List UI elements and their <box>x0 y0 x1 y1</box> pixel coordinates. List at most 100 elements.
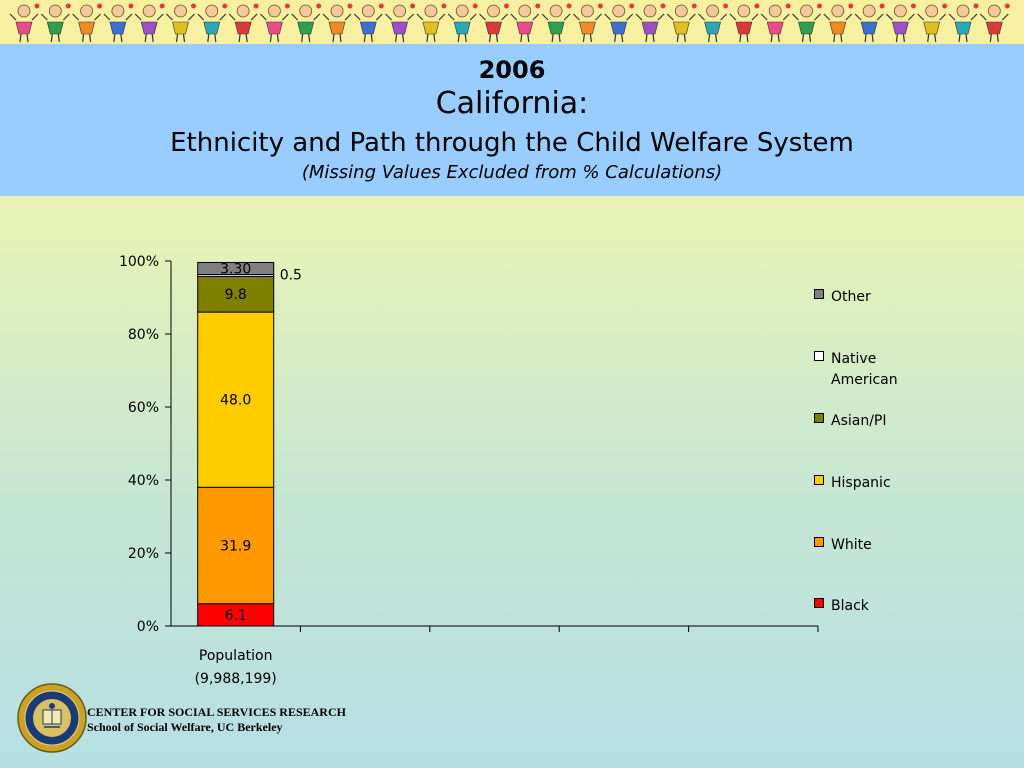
child-figure <box>479 3 509 43</box>
heart-icon <box>410 3 416 9</box>
footer-org: CENTER FOR SOCIAL SERVICES RESEARCH <box>87 705 346 719</box>
data-label: 48.0 <box>220 393 251 409</box>
heart-icon <box>65 3 71 9</box>
data-label: 3.30 <box>220 261 251 277</box>
x-category-label: (9,988,199) <box>195 671 277 687</box>
heart-icon <box>191 3 196 9</box>
child-figure <box>854 3 885 43</box>
heart-icon <box>597 3 603 9</box>
heart-icon <box>754 3 760 9</box>
child-figure <box>228 3 259 43</box>
child-figure <box>322 3 353 43</box>
child-figure <box>792 3 822 43</box>
bar-segment <box>197 486 275 605</box>
heart-icon <box>441 3 447 9</box>
y-tick-label: 20% <box>128 546 159 562</box>
data-label: 31.9 <box>220 539 251 555</box>
heart-icon <box>34 3 40 9</box>
heart-icon <box>535 3 541 9</box>
heart-icon <box>910 3 916 9</box>
heart-icon <box>128 3 134 9</box>
child-figure <box>416 3 447 43</box>
heart-icon <box>942 3 948 9</box>
child-figure <box>541 3 572 43</box>
child-figure <box>103 3 134 43</box>
y-tick-label: 0% <box>137 619 159 635</box>
child-figure <box>134 3 165 43</box>
bar-segment <box>197 275 275 313</box>
child-figure <box>917 3 948 43</box>
heart-icon <box>1004 3 1010 9</box>
y-tick-label: 80% <box>128 327 159 343</box>
child-figure <box>291 3 322 43</box>
legend-label: White <box>831 537 872 553</box>
heart-icon <box>629 3 635 9</box>
child-figure <box>353 3 384 43</box>
child-figure <box>604 3 635 43</box>
y-tick-label: 100% <box>119 254 159 270</box>
heart-icon <box>378 3 384 9</box>
footer-credits: CENTER FOR SOCIAL SERVICES RESEARCH Scho… <box>87 705 346 735</box>
uc-seal-logo <box>16 682 88 758</box>
child-figure <box>166 3 196 43</box>
legend-label: Hispanic <box>831 475 891 491</box>
heart-icon <box>284 3 290 9</box>
child-figure <box>666 3 697 43</box>
title-year: 2006 <box>478 56 546 84</box>
child-figure <box>40 3 71 43</box>
child-figure <box>385 3 416 43</box>
child-figure <box>447 3 478 43</box>
child-figure <box>510 3 541 43</box>
legend-label: Asian/PI <box>831 413 887 429</box>
chart-title: Ethnicity and Path through the Child Wel… <box>170 128 854 158</box>
heart-icon <box>817 3 822 9</box>
children-illustration <box>9 3 1010 43</box>
child-figure <box>197 3 228 43</box>
legend-swatch <box>814 475 824 485</box>
child-figure <box>979 3 1010 43</box>
heart-icon <box>253 3 259 9</box>
heart-icon <box>723 3 729 9</box>
child-figure <box>9 3 40 43</box>
legend-label: Native American <box>831 351 898 388</box>
child-figure <box>572 3 603 43</box>
child-figure <box>885 3 916 43</box>
child-figure <box>823 3 854 43</box>
data-label: 6.1 <box>225 608 247 624</box>
heart-icon <box>222 3 228 9</box>
legend-label: Black <box>831 598 869 614</box>
heart-icon <box>879 3 885 9</box>
heart-icon <box>691 3 697 9</box>
chart-subtitle: (Missing Values Excluded from % Calculat… <box>301 162 723 183</box>
data-label: 0.5 <box>280 268 302 284</box>
child-figure <box>259 3 290 43</box>
bar-segment <box>197 261 275 276</box>
y-tick-label: 40% <box>128 473 159 489</box>
legend-swatch <box>814 351 824 361</box>
legend-swatch <box>814 598 824 608</box>
heart-icon <box>785 3 791 9</box>
heart-icon <box>316 3 322 9</box>
title-band: 2006 California: Ethnicity and Path thro… <box>0 44 1024 196</box>
heart-icon <box>566 3 572 9</box>
legend-swatch <box>814 289 824 299</box>
legend-swatch <box>814 413 824 423</box>
heart-icon <box>97 3 103 9</box>
title-state: California: <box>435 86 589 121</box>
y-tick-label: 60% <box>128 400 159 416</box>
x-category-label: Population <box>199 648 273 664</box>
child-figure <box>760 3 791 43</box>
children-banner <box>0 0 1024 44</box>
child-figure <box>729 3 760 43</box>
heart-icon <box>973 3 979 9</box>
child-figure <box>698 3 729 43</box>
heart-icon <box>660 3 666 9</box>
heart-icon <box>848 3 854 9</box>
child-figure <box>635 3 666 43</box>
child-figure <box>72 3 103 43</box>
heart-icon <box>347 3 353 9</box>
child-figure <box>948 3 979 43</box>
data-label: 9.8 <box>225 287 247 303</box>
heart-icon <box>159 3 165 9</box>
